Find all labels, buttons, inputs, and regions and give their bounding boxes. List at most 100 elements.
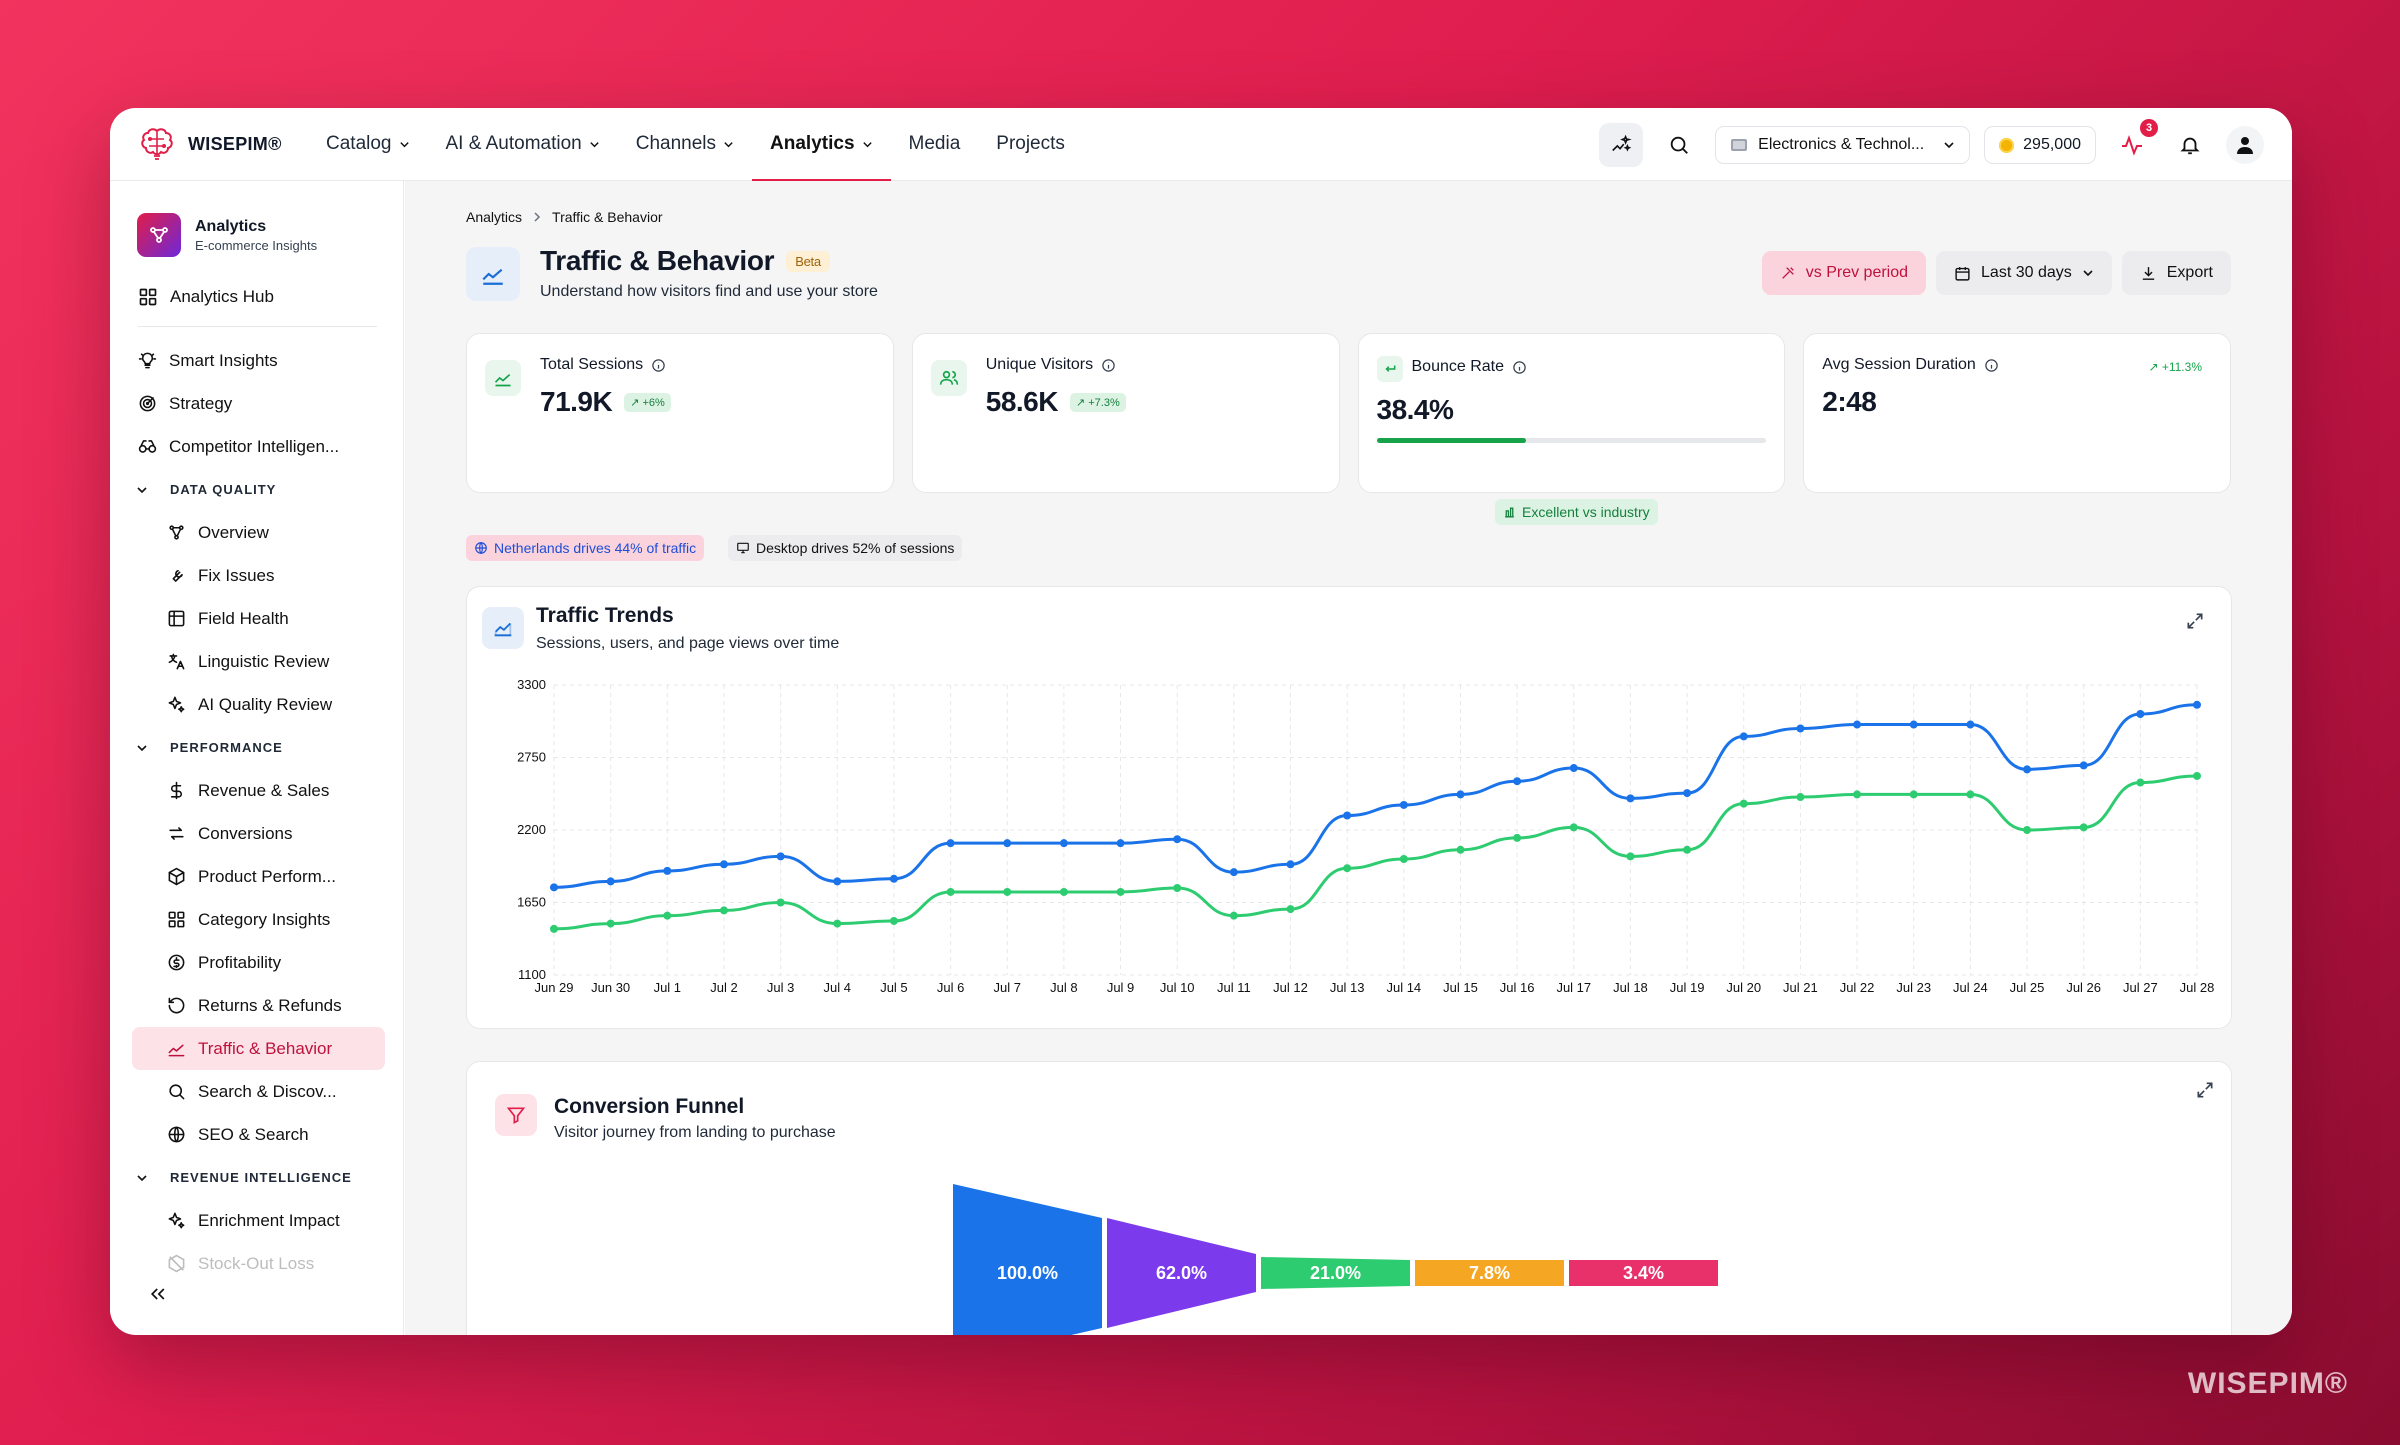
series-point[interactable] xyxy=(1343,811,1352,820)
search-button[interactable] xyxy=(1657,123,1701,167)
sidebar-item-category-insights[interactable]: Category Insights xyxy=(110,898,403,941)
activity-button[interactable]: 3 xyxy=(2110,119,2158,167)
sidebar-item-traffic-behavior[interactable]: Traffic & Behavior xyxy=(132,1027,385,1070)
ai-assistant-button[interactable] xyxy=(1599,123,1644,167)
sidebar-item-smart-insights[interactable]: Smart Insights xyxy=(110,339,403,382)
sidebar-item-linguistic-review[interactable]: Linguistic Review xyxy=(110,640,403,683)
compare-prev-period-button[interactable]: vs Prev period xyxy=(1761,251,1927,295)
nav-item-analytics[interactable]: Analytics xyxy=(752,108,892,182)
funnel-stage-3[interactable] xyxy=(1261,1257,1410,1289)
sidebar-item-conversions[interactable]: Conversions xyxy=(110,812,403,855)
series-point[interactable] xyxy=(1966,790,1975,799)
nav-item-catalog[interactable]: Catalog xyxy=(308,108,428,181)
series-point[interactable] xyxy=(1853,720,1862,729)
series-point[interactable] xyxy=(776,852,785,861)
kpi-card-avg-session-duration[interactable]: Avg Session Duration 2:48 ↗ +11.3% xyxy=(1803,333,2231,493)
sidebar-section-performance[interactable]: PERFORMANCE xyxy=(110,726,403,769)
funnel-stage-2[interactable] xyxy=(1107,1218,1256,1328)
series-point[interactable] xyxy=(889,874,898,883)
series-point[interactable] xyxy=(2023,765,2032,774)
series-point[interactable] xyxy=(2023,826,2032,834)
kpi-card-bounce-rate[interactable]: Bounce Rate 38.4% xyxy=(1357,333,1786,493)
funnel-stage-5[interactable] xyxy=(1569,1260,1718,1286)
series-point[interactable] xyxy=(1626,794,1635,803)
expand-icon[interactable] xyxy=(2185,611,2205,631)
series-point[interactable] xyxy=(1173,835,1182,844)
kpi-card-total-sessions[interactable]: Total Sessions 71.9K ↗ +6% xyxy=(466,333,894,493)
nav-item-channels[interactable]: Channels xyxy=(618,108,752,181)
series-point[interactable] xyxy=(833,919,842,928)
insight-tag-country[interactable]: Netherlands drives 44% of traffic xyxy=(466,535,705,561)
series-point[interactable] xyxy=(833,877,842,886)
series-point[interactable] xyxy=(719,906,728,915)
series-point[interactable] xyxy=(1739,732,1748,741)
insight-tag-device[interactable]: Desktop drives 52% of sessions xyxy=(728,535,963,561)
sidebar-item-strategy[interactable]: Strategy xyxy=(110,382,403,425)
series-point[interactable] xyxy=(946,887,955,896)
sidebar-item-overview[interactable]: Overview xyxy=(110,511,403,554)
series-point[interactable] xyxy=(1059,887,1068,896)
series-point[interactable] xyxy=(606,877,615,886)
series-point[interactable] xyxy=(1569,823,1578,832)
series-point[interactable] xyxy=(2079,823,2088,832)
sidebar-section-revenue-intelligence[interactable]: REVENUE INTELLIGENCE xyxy=(110,1156,403,1199)
nav-item-projects[interactable]: Projects xyxy=(978,108,1083,181)
series-point[interactable] xyxy=(2136,710,2145,718)
kpi-card-unique-visitors[interactable]: Unique Visitors 58.6K ↗ +7.3% xyxy=(911,333,1340,493)
sidebar-item-analytics-hub[interactable]: Analytics Hub xyxy=(110,275,403,318)
sidebar-item-returns-refunds[interactable]: Returns & Refunds xyxy=(110,984,403,1027)
series-point[interactable] xyxy=(1966,720,1975,729)
date-range-select[interactable]: Last 30 days xyxy=(1936,251,2112,295)
brand-logo[interactable]: WISEPIM® xyxy=(138,127,308,161)
series-point[interactable] xyxy=(1343,864,1352,873)
series-point[interactable] xyxy=(1399,855,1408,863)
series-point[interactable] xyxy=(550,924,558,933)
credits-balance[interactable]: 295,000 xyxy=(1984,126,2096,164)
series-point[interactable] xyxy=(1003,887,1012,896)
series-point[interactable] xyxy=(1796,793,1805,802)
user-avatar[interactable] xyxy=(2226,126,2264,164)
series-point[interactable] xyxy=(1286,905,1295,914)
series-point[interactable] xyxy=(1173,884,1182,892)
series-point[interactable] xyxy=(2193,771,2201,780)
series-point[interactable] xyxy=(1909,720,1918,729)
funnel-stage-4[interactable] xyxy=(1415,1260,1564,1286)
sidebar-item-ai-quality-review[interactable]: AI Quality Review xyxy=(110,683,403,726)
series-point[interactable] xyxy=(1513,777,1522,786)
sidebar-item-seo-search[interactable]: SEO & Search xyxy=(110,1113,403,1156)
series-point[interactable] xyxy=(1796,724,1805,733)
store-selector[interactable]: Electronics & Technol... xyxy=(1715,126,1971,164)
series-point[interactable] xyxy=(2136,778,2145,787)
sidebar-item-enrichment-impact[interactable]: Enrichment Impact xyxy=(110,1199,403,1242)
sidebar-item-search-discov[interactable]: Search & Discov... xyxy=(110,1070,403,1113)
series-point[interactable] xyxy=(719,860,728,869)
info-icon[interactable] xyxy=(651,358,666,373)
nav-item-media[interactable]: Media xyxy=(891,108,979,181)
sidebar-item-competitor-intelligen[interactable]: Competitor Intelligen... xyxy=(110,425,403,468)
info-icon[interactable] xyxy=(1984,358,1999,373)
export-button[interactable]: Export xyxy=(2121,251,2231,295)
breadcrumb-item[interactable]: Analytics xyxy=(466,209,523,225)
sidebar-item-profitability[interactable]: Profitability xyxy=(110,941,403,984)
series-point[interactable] xyxy=(1286,860,1295,869)
series-point[interactable] xyxy=(1116,887,1125,896)
series-point[interactable] xyxy=(946,839,955,848)
series-point[interactable] xyxy=(1739,799,1748,808)
nav-item-ai-automation[interactable]: AI & Automation xyxy=(428,108,618,181)
series-point[interactable] xyxy=(1399,800,1408,809)
series-point[interactable] xyxy=(1513,833,1522,842)
sidebar-item-stock-out-loss[interactable]: Stock-Out Loss xyxy=(110,1242,403,1285)
series-point[interactable] xyxy=(1116,839,1125,848)
sidebar-item-product-perform[interactable]: Product Perform... xyxy=(110,855,403,898)
series-point[interactable] xyxy=(1229,911,1238,920)
series-point[interactable] xyxy=(889,916,898,925)
series-point[interactable] xyxy=(663,911,672,920)
collapse-sidebar-button[interactable] xyxy=(148,1284,168,1309)
series-point[interactable] xyxy=(1853,790,1862,799)
series-point[interactable] xyxy=(1456,790,1465,799)
series-point[interactable] xyxy=(1683,789,1692,798)
expand-icon[interactable] xyxy=(2195,1080,2215,1100)
notifications-button[interactable] xyxy=(2168,123,2212,167)
series-point[interactable] xyxy=(1456,845,1465,854)
series-point[interactable] xyxy=(550,883,558,892)
